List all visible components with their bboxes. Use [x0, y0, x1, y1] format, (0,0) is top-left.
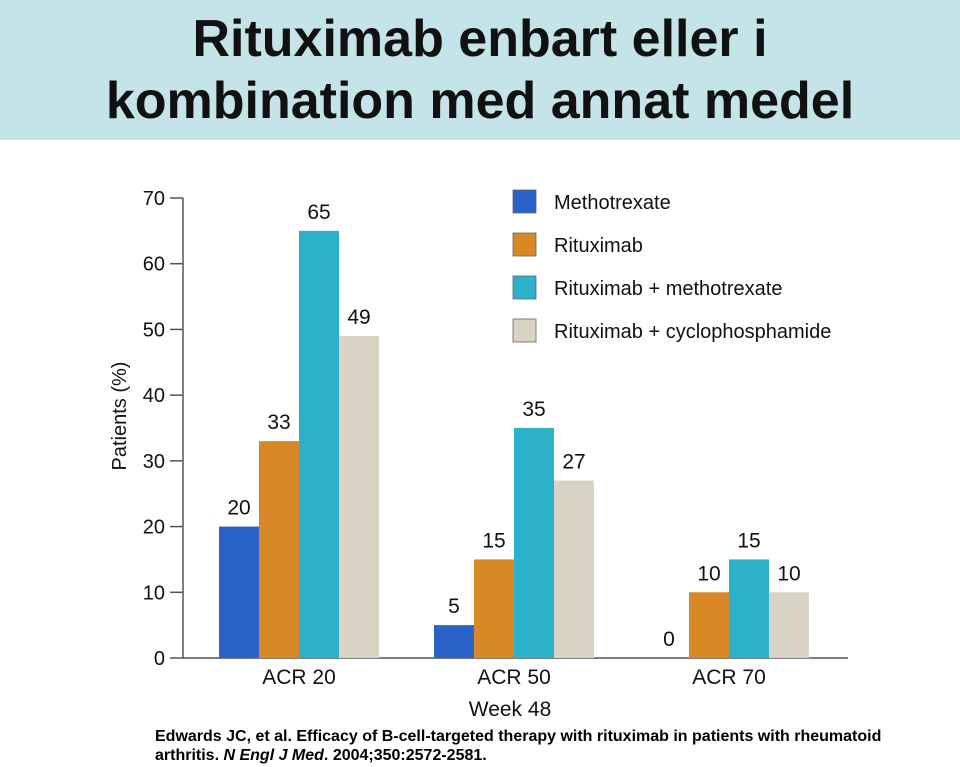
bar — [339, 336, 379, 658]
bar — [259, 441, 299, 658]
bar — [219, 526, 259, 658]
x-axis-label: Week 48 — [469, 698, 552, 721]
bar — [729, 559, 769, 658]
title-band — [0, 0, 960, 140]
legend-label: Rituximab + cyclophosphamide — [554, 321, 831, 343]
y-tick-label: 70 — [143, 188, 165, 210]
x-category-label: ACR 70 — [692, 666, 766, 689]
bar-value-label: 65 — [307, 201, 330, 224]
y-tick-label: 60 — [143, 254, 165, 276]
y-tick-label: 50 — [143, 319, 165, 341]
bar — [689, 592, 729, 658]
legend-swatch — [512, 318, 537, 343]
y-tick-label: 0 — [154, 648, 165, 670]
x-category-label: ACR 20 — [262, 666, 336, 689]
legend-swatch — [512, 232, 537, 257]
citation: Edwards JC, et al. Efficacy of B-cell-ta… — [155, 727, 945, 765]
bar-value-label: 10 — [697, 562, 720, 585]
bar-value-label: 15 — [482, 529, 505, 552]
bar-value-label: 49 — [347, 306, 370, 329]
title-line-1: Rituximab enbart eller i — [192, 10, 768, 68]
x-category-label: ACR 50 — [477, 666, 551, 689]
citation-journal: N Engl J Med — [223, 747, 324, 764]
citation-details: . 2004;350:2572-2581. — [323, 747, 487, 764]
bar-value-label: 0 — [663, 628, 675, 651]
chart-bars — [219, 230, 809, 658]
bar — [299, 230, 339, 658]
bar — [474, 559, 514, 658]
bar — [554, 480, 594, 658]
bar-value-label: 33 — [267, 411, 290, 434]
y-tick-label: 20 — [143, 517, 165, 539]
bar-value-label: 15 — [737, 529, 760, 552]
y-tick-label: 40 — [143, 385, 165, 407]
legend-label: Methotrexate — [554, 192, 671, 214]
legend-label: Rituximab + methotrexate — [554, 278, 782, 300]
legend-swatch — [512, 189, 537, 214]
bar — [769, 592, 809, 658]
bar — [514, 428, 554, 658]
bar — [434, 625, 474, 658]
chart-data-labels: 20 33 65 49 5 15 35 27 0 10 15 10 — [227, 201, 800, 651]
bar-value-label: 27 — [562, 451, 585, 474]
title-line-2: kombination med annat medel — [105, 72, 855, 130]
legend-swatch — [512, 275, 537, 300]
bar-value-label: 10 — [777, 562, 800, 585]
y-tick-label: 10 — [143, 582, 165, 604]
y-tick-label: 30 — [143, 451, 165, 473]
y-axis-label: Patients (%) — [109, 362, 131, 471]
legend-label: Rituximab — [554, 235, 643, 257]
bar-value-label: 5 — [448, 595, 460, 618]
bar-value-label: 20 — [227, 497, 250, 520]
page-title: Rituximab enbart eller i kombination med … — [0, 8, 960, 132]
citation-text: Edwards JC, et al. Efficacy of B-cell-ta… — [155, 728, 882, 764]
chart-legend: Methotrexate Rituximab Rituximab + methotr… — [512, 189, 831, 343]
bar-value-label: 35 — [522, 398, 545, 421]
